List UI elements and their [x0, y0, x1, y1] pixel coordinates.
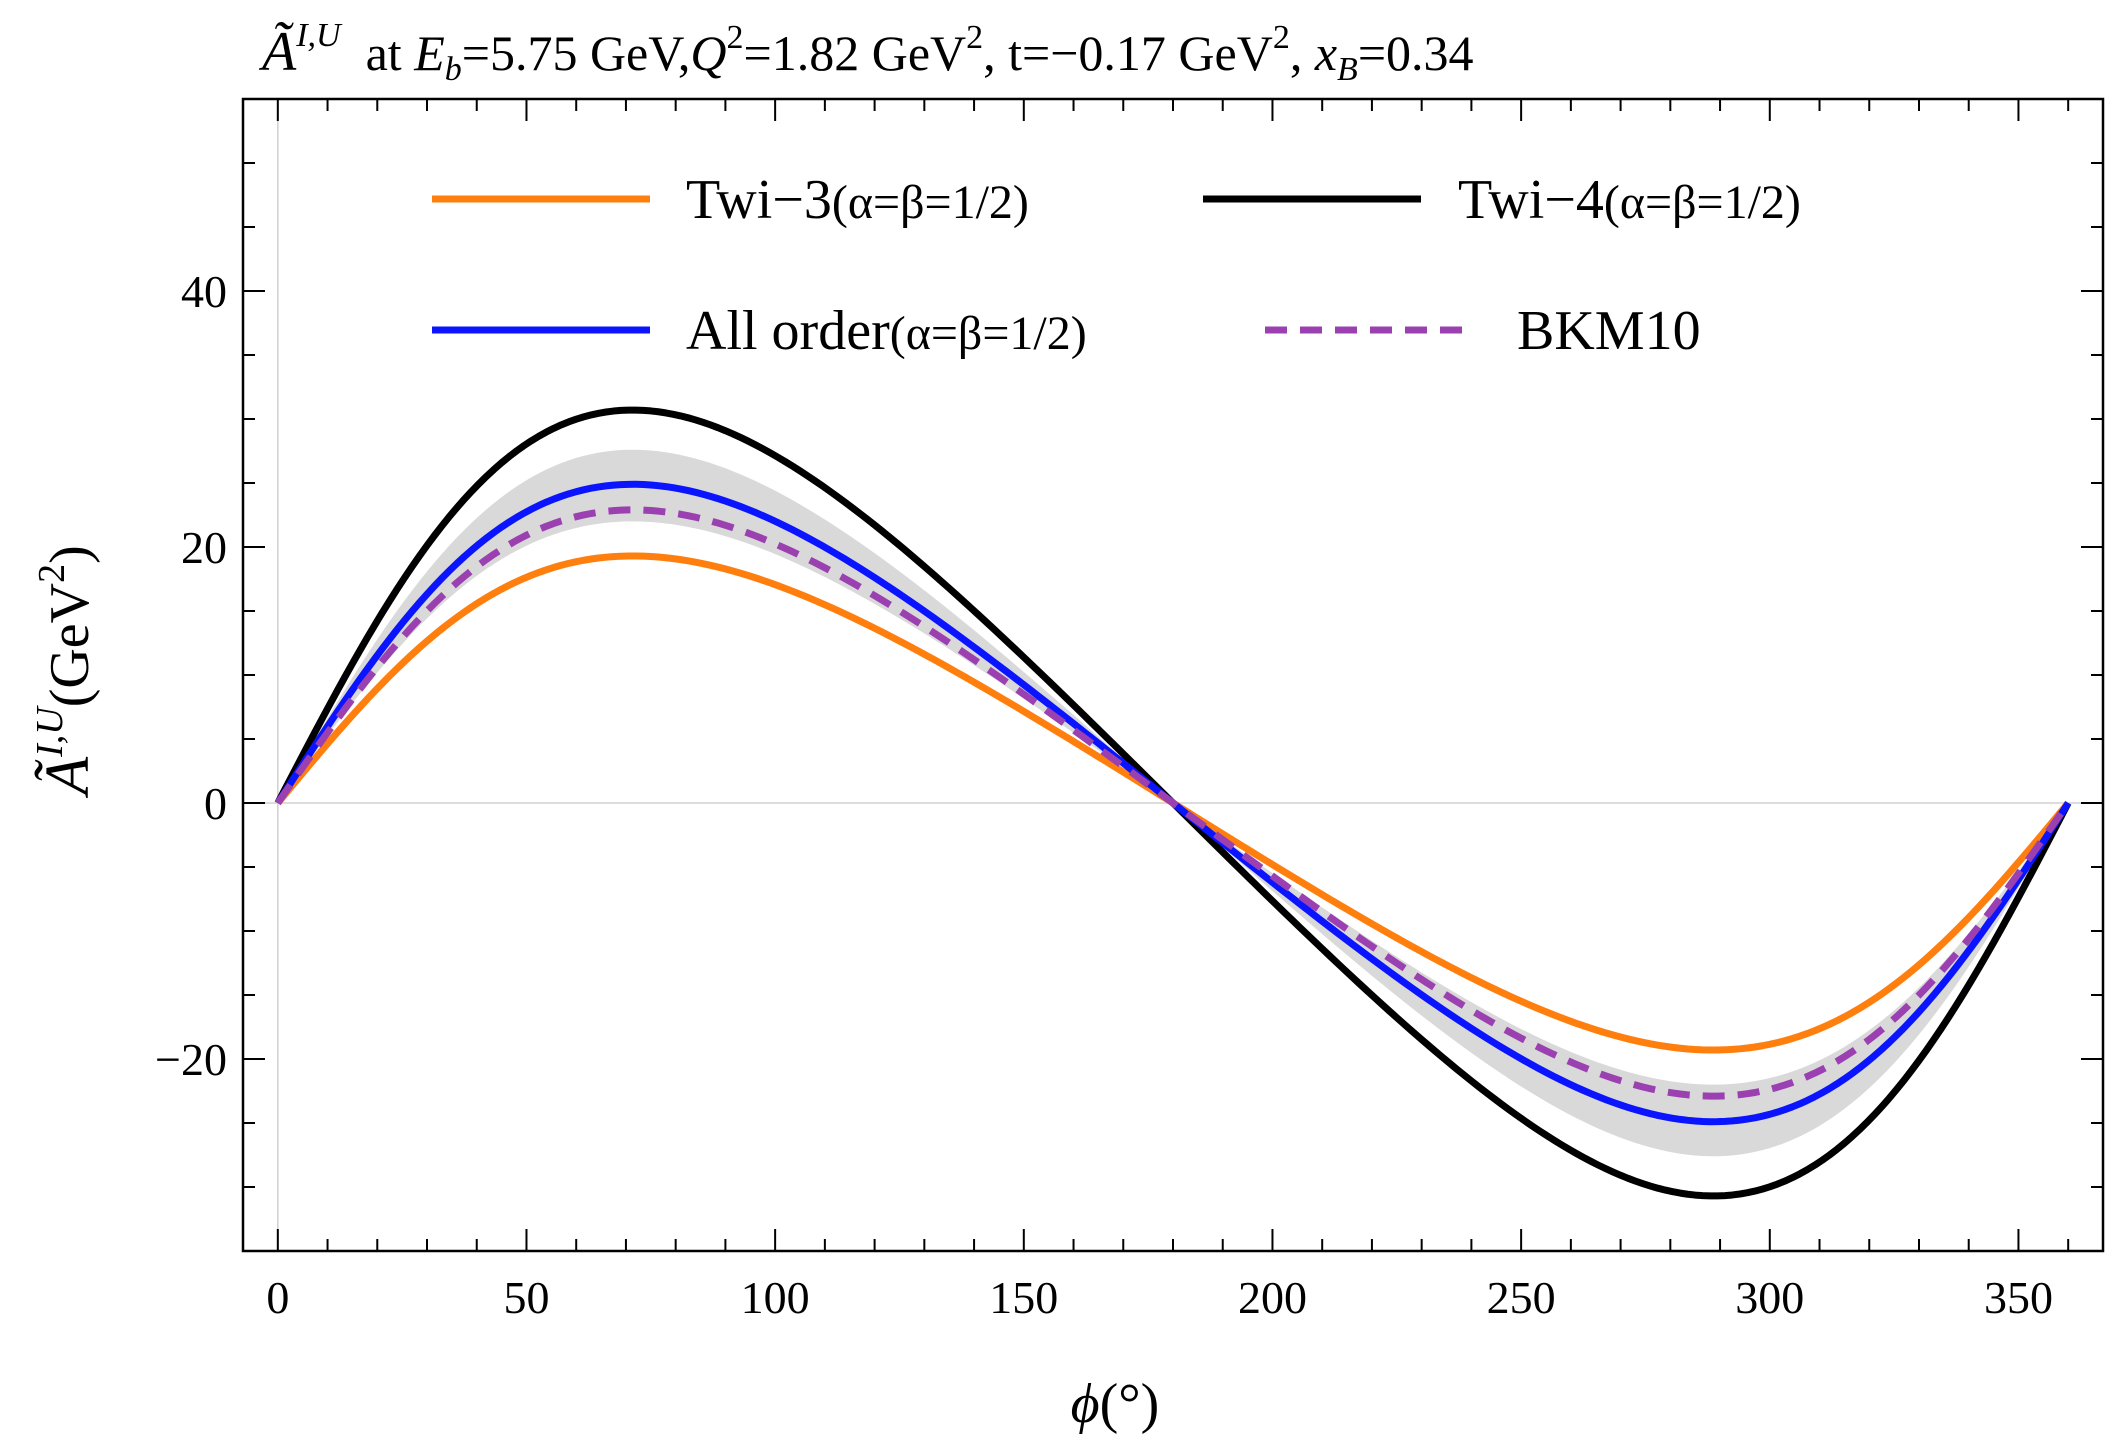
title-at: at — [341, 25, 415, 81]
title-q-unit-sup: 2 — [966, 19, 983, 56]
title-eb-symbol: E — [413, 25, 445, 81]
series-line-bkm10 — [274, 506, 2072, 1100]
x-axis-title: ϕ(°) — [1071, 1373, 1160, 1435]
legend: Twi−3(α=β=1/2) Twi−4(α=β=1/2) All order(… — [432, 169, 1801, 362]
title-eb-value: =5.75 GeV, — [462, 25, 691, 81]
title-eb-sub: b — [445, 51, 462, 88]
legend-label-bkm10: BKM10 — [1517, 300, 1701, 362]
y-tick-label: 40 — [181, 266, 227, 317]
y-axis-title: ÃI,U(GeV2) — [29, 545, 102, 799]
title-t-value: , t=−0.17 GeV — [983, 25, 1273, 81]
x-tick-label: 50 — [503, 1272, 549, 1323]
x-tick-label: 100 — [741, 1272, 810, 1323]
x-tick-label: 0 — [266, 1272, 289, 1323]
title-q-sup: 2 — [727, 19, 744, 56]
title-x-symbol: x — [1314, 25, 1337, 81]
tick-marks — [243, 98, 2103, 1252]
legend-label-all-order: All order(α=β=1/2) — [686, 300, 1087, 362]
x-tick-label: 300 — [1735, 1272, 1804, 1323]
series-layer — [274, 406, 2072, 1200]
title-t-unit-sup: 2 — [1273, 19, 1290, 56]
title-symbol-sup: I,U — [295, 17, 343, 54]
x-tick-label: 150 — [989, 1272, 1058, 1323]
x-tick-label: 200 — [1238, 1272, 1307, 1323]
title-q-value: =1.82 GeV — [744, 25, 967, 81]
title-x-sep: , — [1290, 25, 1315, 81]
y-tick-label: −20 — [155, 1034, 227, 1085]
legend-label-twi3: Twi−3(α=β=1/2) — [686, 169, 1029, 231]
title-symbol: Ã — [258, 21, 297, 83]
x-tick-label: 350 — [1984, 1272, 2053, 1323]
legend-label-twi4: Twi−4(α=β=1/2) — [1458, 169, 1801, 231]
y-tick-label: 20 — [181, 522, 227, 573]
title-q-symbol: Q — [690, 25, 726, 81]
x-tick-label: 250 — [1487, 1272, 1556, 1323]
y-tick-label: 0 — [204, 778, 227, 829]
title-x-value: =0.34 — [1358, 25, 1474, 81]
title-x-sub: B — [1337, 51, 1358, 88]
tick-labels: 0 50 100 150 200 250 300 350 −20 0 20 40 — [155, 266, 2053, 1323]
chart-title: ÃI,U at Eb=5.75 GeV,Q2=1.82 GeV2, t=−0.1… — [258, 17, 1474, 88]
